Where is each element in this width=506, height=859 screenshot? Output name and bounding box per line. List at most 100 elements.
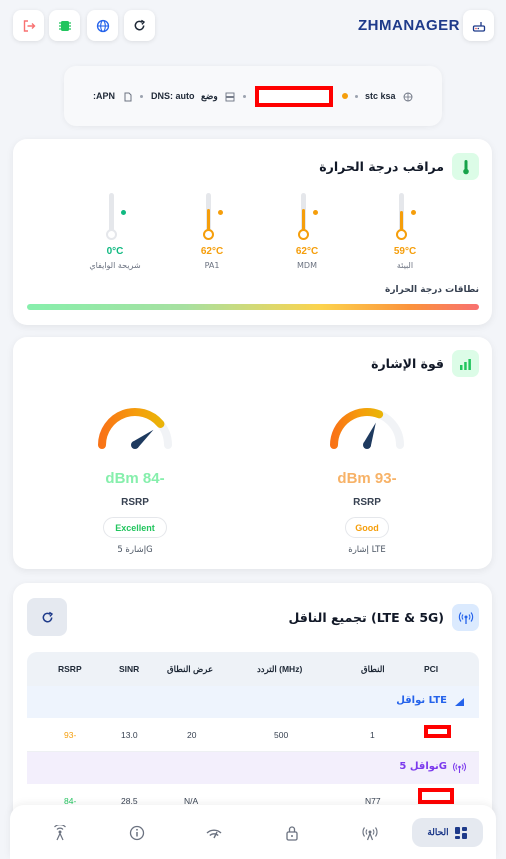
wifi-icon: [206, 829, 222, 839]
thermometer-icon-box: [452, 153, 479, 180]
col-rsrp: RSRP: [58, 664, 82, 674]
temperature-label: PA1: [204, 261, 220, 270]
nav-wifi[interactable]: [199, 822, 229, 844]
col-bandwidth: عرض النطاق: [167, 664, 214, 674]
signal-metric: RSRP: [353, 497, 381, 508]
signal-icon-box: [452, 350, 479, 377]
nav-status-label: الحالة: [427, 827, 449, 837]
temperature-label: البيئة: [396, 261, 414, 270]
nr-section-label: نواقل 5G: [399, 761, 447, 772]
temperature-value: 59°C: [393, 246, 417, 257]
broadcast-icon: [54, 825, 66, 841]
thermometer-gauge: [277, 193, 337, 273]
nav-broadcast[interactable]: [45, 822, 75, 844]
cell-bandwidth: N/A: [184, 796, 199, 806]
temperature-label: MDM: [297, 261, 317, 270]
nr-antenna-icon: [453, 762, 466, 773]
dns-value: DNS: auto: [151, 91, 195, 101]
temperature-value: 62°C: [200, 246, 224, 257]
signal-bars-icon: [460, 358, 471, 370]
lock-icon: [286, 826, 298, 841]
redacted-field: [255, 86, 333, 107]
globe-icon: [96, 19, 109, 32]
info-icon: [129, 825, 145, 841]
cell-band: N77: [365, 796, 381, 806]
signal-title: قوة الإشارة: [371, 356, 444, 371]
col-band: النطاق: [361, 664, 385, 674]
nav-info[interactable]: [122, 822, 152, 844]
refresh-icon: [42, 611, 53, 622]
status-icon: [454, 826, 467, 839]
temperature-range-bar: [27, 304, 479, 310]
table-header: PCI النطاق التردد (MHz) عرض النطاق SINR …: [27, 652, 479, 686]
server-icon: [225, 92, 235, 102]
signal-network-label: إشارة 5G: [117, 545, 153, 555]
cell-freq: 500: [274, 730, 289, 740]
thermometer-gauge: [182, 193, 242, 273]
antenna-icon: [458, 611, 473, 624]
refresh-icon: [134, 19, 146, 31]
cell-band: 1: [370, 730, 375, 740]
router-button[interactable]: [463, 10, 494, 41]
lte-signal-icon: [455, 698, 464, 706]
col-sinr: SINR: [119, 664, 140, 674]
signal-value: dBm 93-: [337, 470, 397, 487]
nav-antenna[interactable]: [355, 822, 385, 844]
redacted-pci: [424, 725, 451, 738]
temperature-card: [13, 139, 492, 325]
signal-value: dBm 84-: [105, 470, 165, 487]
cell-sinr: 13.0: [121, 730, 138, 740]
signal-metric: RSRP: [121, 497, 149, 508]
temperature-value: 0°C: [106, 246, 124, 257]
lte-section-header: نواقل LTE: [27, 686, 479, 718]
refresh-button[interactable]: [124, 10, 155, 41]
mode-label: وضع: [201, 91, 218, 101]
sim-icon: [124, 92, 132, 102]
carrier-refresh-button[interactable]: [27, 598, 67, 636]
cell-rsrp: 93-: [64, 730, 77, 740]
router-icon: [472, 21, 485, 32]
gauge-needle: [363, 422, 376, 447]
lte-section-label: نواقل LTE: [396, 695, 447, 706]
signal-card: [13, 337, 492, 569]
signal-gauge: [330, 408, 404, 449]
cell-bandwidth: 20: [187, 730, 197, 740]
signal-quality-badge: Excellent: [103, 517, 167, 538]
temperature-label: شريحة الوايفاي: [89, 261, 141, 270]
language-button[interactable]: [87, 10, 118, 41]
temperature-value: 62°C: [295, 246, 319, 257]
nav-status[interactable]: الحالة: [412, 818, 483, 847]
signal-gauge: [98, 408, 172, 449]
antenna-icon: [362, 827, 378, 841]
chip-button[interactable]: [49, 10, 80, 41]
signal-network-label: إشارة LTE: [348, 545, 386, 555]
temperature-title: مراقب درجة الحرارة: [319, 159, 444, 174]
thermometer-gauge: [375, 193, 435, 273]
temperature-range-label: نطاقات درجة الحرارة: [385, 285, 479, 295]
bottom-nav: الحالة: [10, 805, 496, 859]
thermometer-gauge: [85, 193, 145, 273]
status-dot: [342, 93, 348, 99]
logout-button[interactable]: [13, 10, 44, 41]
connection-info-bar: [64, 66, 442, 126]
carrier-icon-box: [452, 604, 479, 631]
operator-name: stc ksa: [365, 91, 396, 101]
col-pci: PCI: [424, 664, 439, 674]
col-freq: التردد (MHz): [257, 664, 303, 674]
gauge-hub: [363, 441, 371, 449]
cell-sinr: 28.5: [121, 796, 138, 806]
table-row: 1 500 20 13.0 93-: [27, 718, 479, 752]
nav-lock[interactable]: [277, 822, 307, 844]
carrier-title: تجميع الناقل (LTE & 5G): [288, 610, 444, 625]
signal-quality-badge: Good: [345, 517, 389, 538]
gauge-hub: [131, 441, 139, 449]
nr-section-header: نواقل 5G: [27, 752, 479, 784]
cell-rsrp: 84-: [64, 796, 77, 806]
globe-small-icon: [403, 92, 413, 102]
logout-icon: [23, 19, 35, 32]
redacted-pci: [418, 788, 454, 804]
thermometer-icon: [462, 159, 469, 174]
app-title: ZHMANAGER: [358, 17, 460, 34]
chip-icon: [58, 20, 71, 31]
apn-label: :APN: [93, 91, 115, 101]
